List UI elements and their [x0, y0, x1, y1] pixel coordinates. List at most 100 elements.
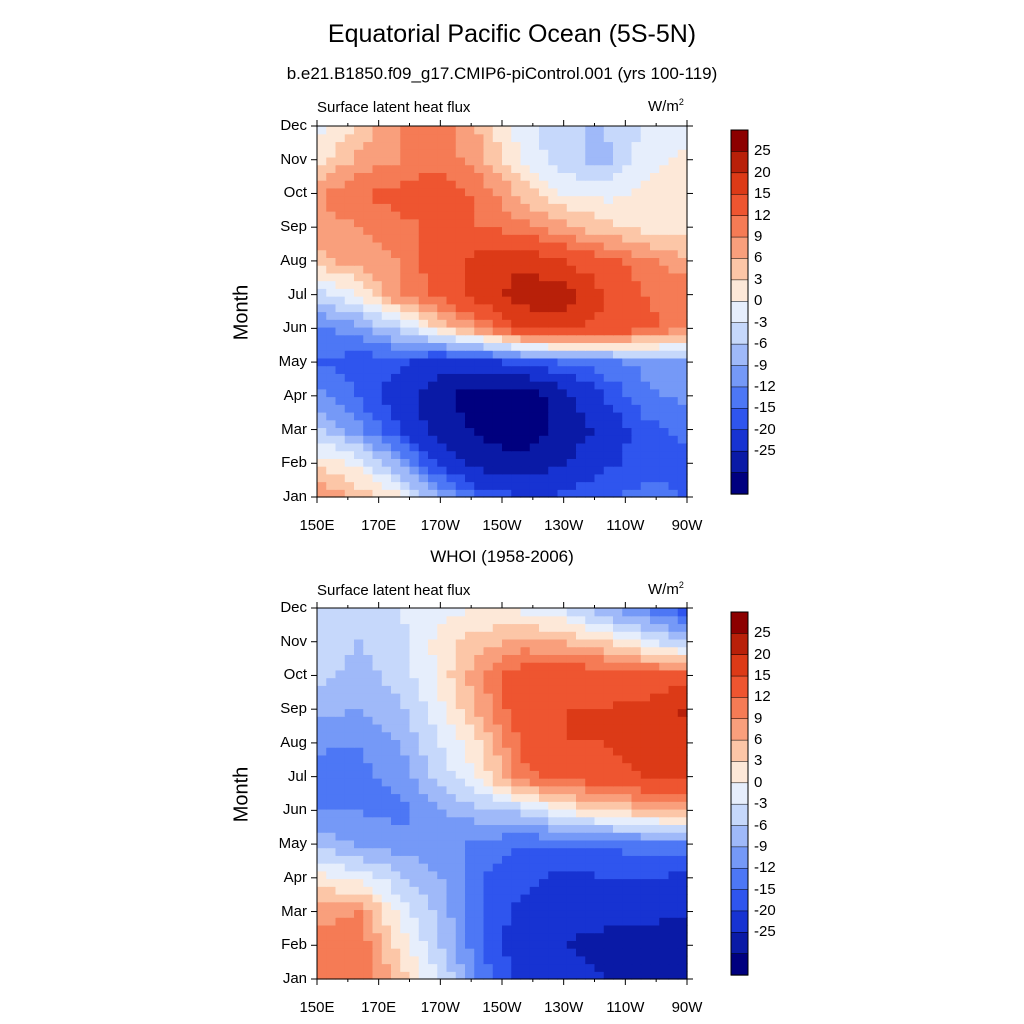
heatmap-cell [354, 164, 364, 173]
heatmap-cell [344, 404, 355, 413]
heatmap-cell [557, 646, 568, 655]
heatmap-cell [631, 909, 642, 918]
heatmap-cell [437, 669, 448, 679]
heatmap-cell [520, 442, 531, 452]
heatmap-cell [428, 249, 438, 258]
heatmap-cell [631, 816, 642, 826]
heatmap-cell [650, 847, 660, 856]
heatmap-cell [640, 955, 651, 965]
heatmap-cell [455, 963, 466, 972]
heatmap-cell [576, 141, 586, 150]
heatmap-cell [511, 685, 522, 694]
heatmap-cell [613, 638, 623, 648]
heatmap-cell [640, 156, 651, 166]
heatmap-cell [603, 373, 614, 382]
heatmap-cell [594, 303, 605, 313]
heatmap-cell [326, 442, 337, 452]
heatmap-cell [335, 932, 346, 941]
heatmap-cell [548, 265, 559, 274]
heatmap-cell [428, 940, 438, 949]
heatmap-cell [418, 778, 429, 787]
heatmap-cell [391, 739, 401, 748]
heatmap-cell [668, 801, 679, 810]
heatmap-cell [418, 450, 429, 459]
heatmap-cell [566, 932, 577, 941]
heatmap-cell [511, 211, 522, 220]
heatmap-cell [613, 489, 623, 498]
heatmap-cell [409, 909, 420, 918]
heatmap-cell [326, 466, 337, 475]
heatmap-cell [603, 963, 614, 972]
heatmap-cell [492, 489, 503, 498]
heatmap-cell [539, 311, 549, 320]
heatmap-cell [381, 265, 392, 274]
heatmap-cell [335, 917, 346, 926]
heatmap-cell [668, 739, 679, 748]
heatmap-cell [576, 909, 586, 918]
heatmap-cell [474, 373, 485, 382]
heatmap-cell [502, 342, 512, 351]
heatmap-cell [613, 971, 623, 980]
heatmap-cell [603, 747, 614, 756]
heatmap-cell [381, 234, 392, 243]
heatmap-cell [650, 257, 660, 266]
heatmap-cell [520, 249, 531, 258]
heatmap-cell [511, 623, 522, 632]
heatmap-cell [603, 855, 614, 864]
heatmap-cell [557, 847, 568, 856]
heatmap-cell [492, 481, 503, 490]
heatmap-cell [372, 280, 383, 289]
heatmap-cell [391, 466, 401, 475]
heatmap-cell [631, 195, 642, 204]
heatmap-cell [492, 265, 503, 274]
heatmap-cell [372, 481, 383, 490]
heatmap-cell [437, 334, 448, 344]
heatmap-cell [372, 419, 383, 429]
heatmap-cell [566, 847, 577, 856]
heatmap-cell [585, 249, 596, 258]
heatmap-cell [455, 296, 466, 305]
heatmap-cell [409, 303, 420, 313]
heatmap-cell [640, 909, 651, 918]
heatmap-cell [400, 878, 411, 887]
heatmap-cell [418, 211, 429, 220]
heatmap-cell [446, 839, 457, 849]
heatmap-cell [677, 723, 688, 733]
heatmap-cell [594, 886, 605, 895]
heatmap-cell [455, 350, 466, 359]
heatmap-cell [668, 816, 679, 826]
heatmap-cell [622, 886, 633, 895]
heatmap-cell [566, 638, 577, 648]
heatmap-cell [576, 832, 586, 841]
heatmap-cell [557, 435, 568, 444]
heatmap-cell [603, 326, 614, 336]
heatmap-cell [326, 801, 337, 810]
heatmap-cell [659, 257, 670, 266]
heatmap-cell [391, 257, 401, 266]
heatmap-cell [335, 808, 346, 818]
heatmap-cell [465, 249, 475, 258]
heatmap-cell [659, 172, 670, 181]
heatmap-cell [455, 832, 466, 841]
heatmap-cell [446, 971, 457, 980]
heatmap-cell [622, 785, 633, 795]
heatmap-cell [668, 785, 679, 795]
heatmap-cell [409, 241, 420, 251]
heatmap-cell [400, 411, 411, 421]
heatmap-cell [650, 793, 660, 802]
heatmap-cell [594, 669, 605, 679]
heatmap-cell [354, 839, 364, 849]
heatmap-cell [317, 481, 327, 490]
heatmap-cell [613, 754, 623, 764]
heatmap-cell [372, 141, 383, 150]
heatmap-cell [483, 303, 494, 313]
heatmap-cell [391, 909, 401, 918]
heatmap-cell [640, 350, 651, 359]
heatmap-cell [548, 824, 559, 833]
colorbar-segment [730, 429, 749, 452]
heatmap-cell [474, 141, 485, 150]
heatmap-cell [437, 203, 448, 212]
heatmap-cell [576, 847, 586, 856]
heatmap-cell [400, 404, 411, 413]
heatmap-cell [446, 458, 457, 467]
